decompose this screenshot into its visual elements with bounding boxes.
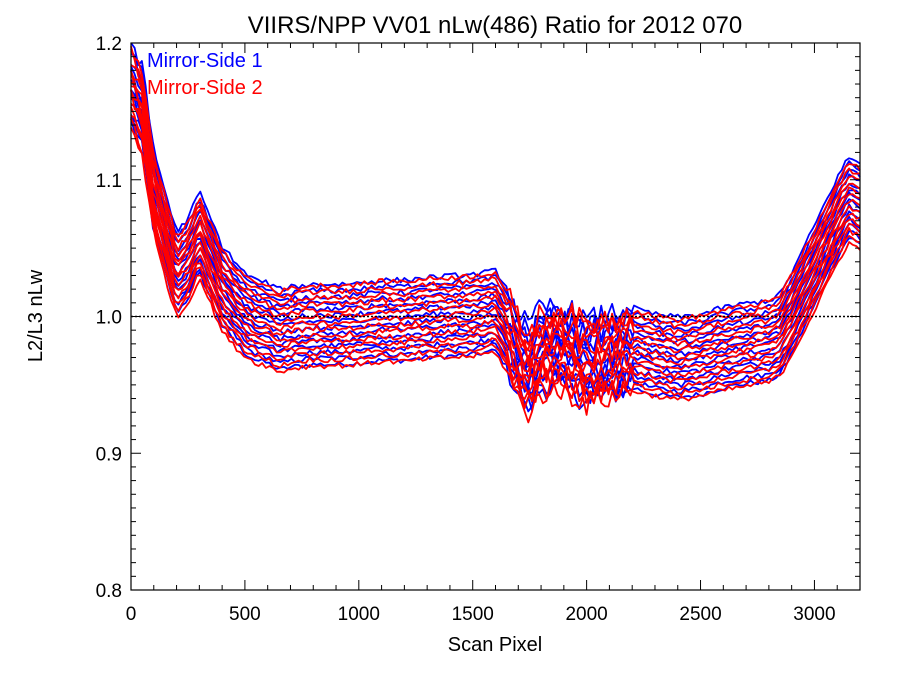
- legend: Mirror-Side 1 Mirror-Side 2: [147, 50, 263, 99]
- x-tick-label: 2500: [679, 604, 721, 625]
- y-tick-label: 0.9: [96, 444, 122, 465]
- mirror-side-1-line: [130, 64, 861, 349]
- mirror-side-2-line: [130, 71, 861, 362]
- mirror-side-2-line: [130, 114, 861, 404]
- mirror-side-2-line: [130, 48, 861, 337]
- y-tick-label: 1.2: [96, 34, 122, 55]
- mirror-side-2-line: [130, 85, 861, 373]
- y-axis-label: L2/L3 nLw: [25, 269, 47, 362]
- plot-lines: [130, 42, 861, 424]
- mirror-side-2-line: [130, 70, 861, 367]
- axes: 0 500 1000 1500 2000 2500 3000 0.8 0.9 1.0 1.1 1.2: [96, 34, 861, 625]
- x-tick-label: 1000: [338, 604, 380, 625]
- x-axis-label: Scan Pixel: [448, 634, 543, 656]
- mirror-side-2-line: [130, 81, 861, 366]
- mirror-side-2-line: [130, 46, 861, 352]
- mirror-side-1-line: [130, 50, 861, 343]
- mirror-side-2-line: [130, 64, 861, 348]
- legend-entry: Mirror-Side 2: [147, 77, 263, 99]
- mirror-side-2-line: [130, 106, 861, 402]
- mirror-side-1-line: [130, 42, 861, 328]
- legend-entry: Mirror-Side 1: [147, 50, 263, 72]
- y-tick-label: 1.0: [96, 308, 122, 329]
- x-tick-label: 1500: [452, 604, 494, 625]
- y-tick-label: 1.1: [96, 171, 122, 192]
- mirror-side-1-line: [130, 116, 861, 413]
- x-tick-label: 500: [229, 604, 261, 625]
- mirror-side-2-line: [130, 117, 861, 410]
- x-tick-label: 0: [126, 604, 137, 625]
- x-tick-label: 2000: [565, 604, 607, 625]
- mirror-side-2-line: [130, 127, 861, 424]
- mirror-side-2-line: [130, 89, 861, 394]
- chart-title: VIIRS/NPP VV01 nLw(486) Ratio for 2012 0…: [248, 12, 743, 39]
- y-tick-label: 0.8: [96, 581, 122, 602]
- mirror-side-2-line: [130, 102, 861, 391]
- mirror-side-1-line: [130, 118, 861, 412]
- x-tick-label: 3000: [793, 604, 835, 625]
